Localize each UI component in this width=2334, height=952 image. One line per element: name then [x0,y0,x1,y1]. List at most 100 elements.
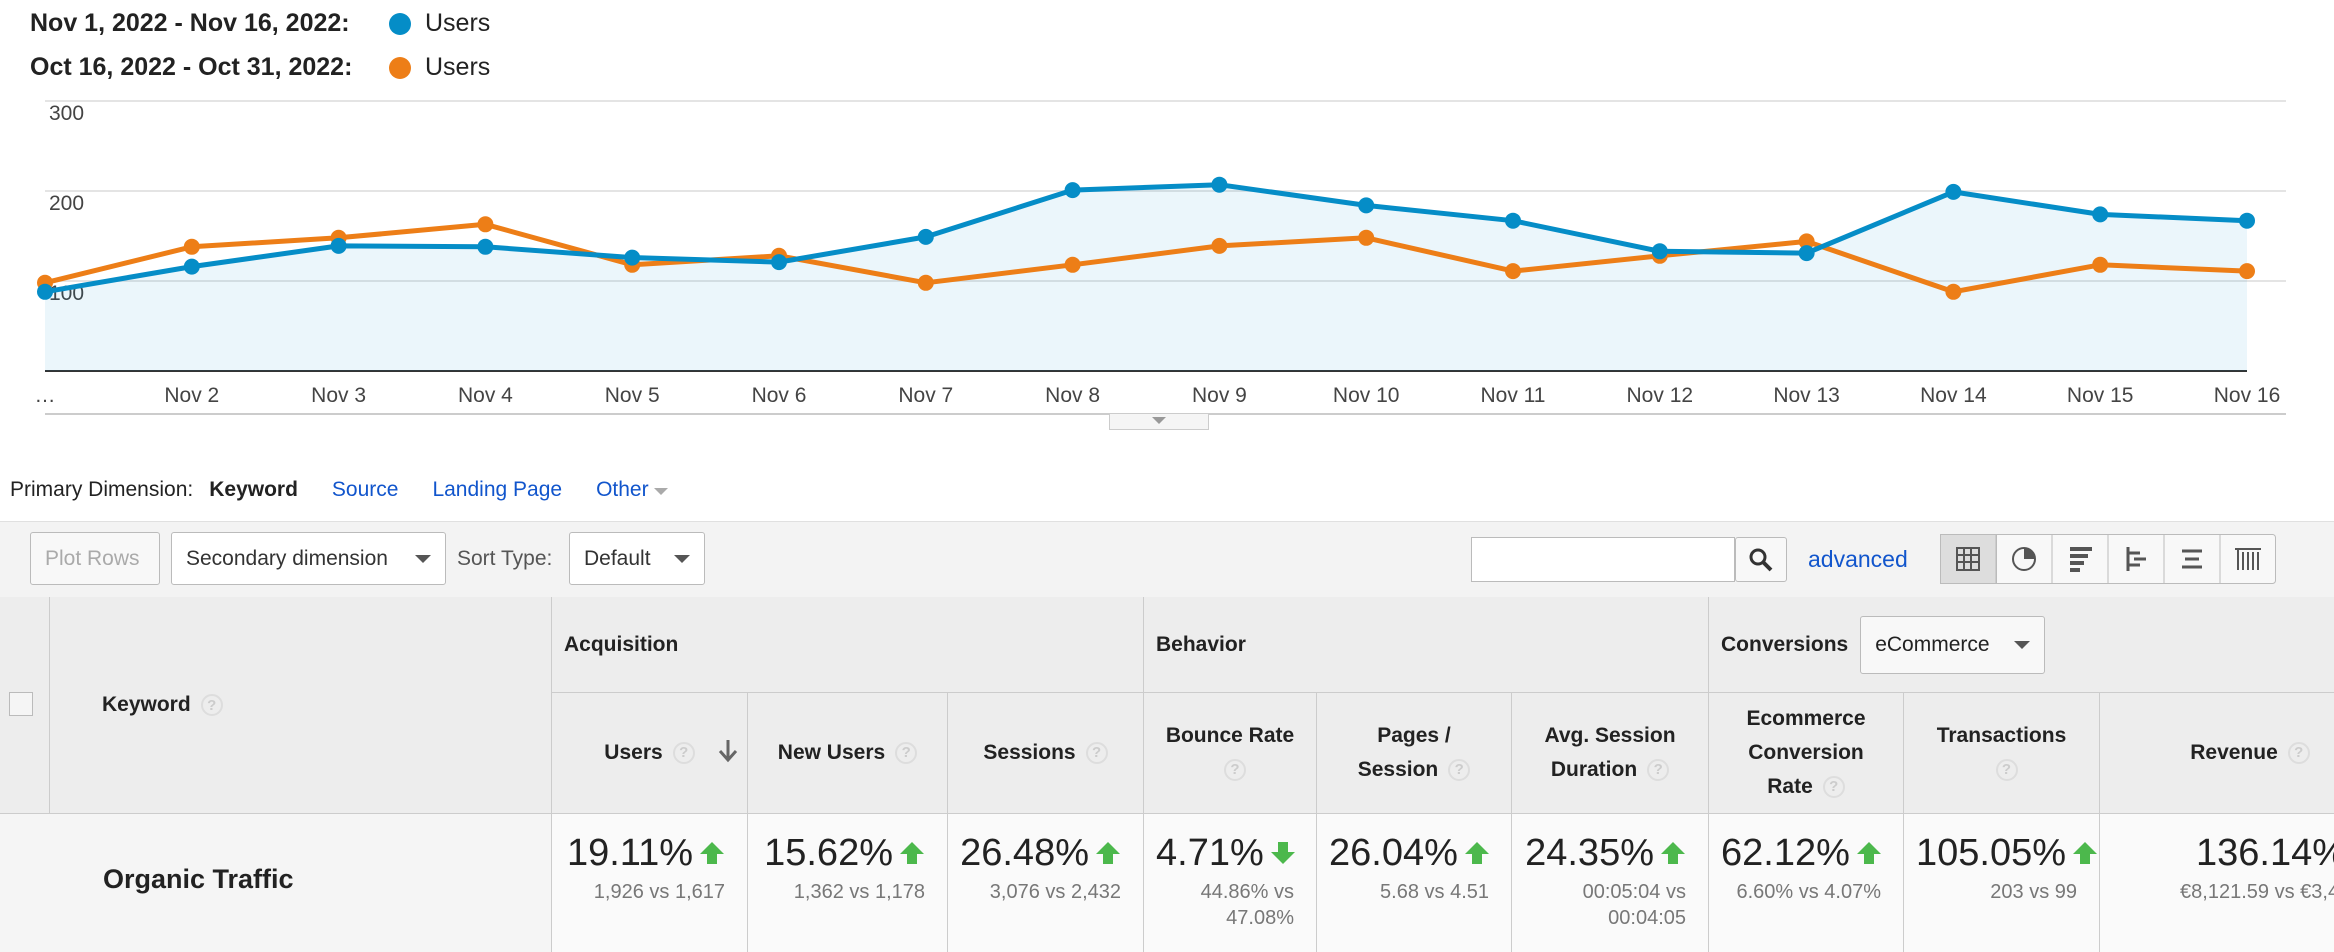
column-header-text: New Users [777,741,886,764]
column-header[interactable]: Bounce Rate? [1143,693,1316,814]
column-header-text: Ecommerce Conversion Rate [1746,707,1866,798]
keyword-header-text: Keyword [102,693,191,716]
data-cell: 15.62% 1,362 vs 1,178 [747,814,947,952]
x-tick-label: Nov 11 [1481,384,1546,407]
group-header: Acquisition [551,597,1143,693]
x-tick-label: Nov 6 [752,384,807,407]
detail-text: 44.86% vs 47.08% [1200,881,1294,929]
dimension-link[interactable]: Landing Page [432,478,563,501]
legend-dot [389,57,411,79]
dimension-active[interactable]: Keyword [209,478,298,501]
toggle-icon [1152,417,1166,424]
x-tick-label: Nov 16 [2214,384,2281,407]
change-text: 105.05% [1916,832,2067,874]
x-tick-label: Nov 7 [898,384,953,407]
toolbar: Plot Rows Secondary dimension Sort Type:… [0,521,2334,598]
group-header-text: Conversions [1721,632,1849,656]
point [2092,256,2109,273]
trend-arrow [900,842,924,864]
search-input[interactable] [1471,537,1735,582]
column-header-text: Pages / Session [1357,724,1451,781]
sort-select[interactable]: Default [569,532,705,585]
dimension-label: Primary Dimension: [10,478,194,501]
x-tick-label: Nov 15 [2067,384,2134,407]
sort-arrow [718,740,738,763]
column-header-inner: Revenue? [2190,736,2310,770]
trend-arrow [1661,842,1685,864]
point [1505,212,1521,229]
point [330,237,347,254]
dimension-link[interactable]: Other [596,478,669,502]
point [1798,233,1815,250]
data-cell: 26.48% 3,076 vs 2,432 [947,814,1143,952]
help-icon[interactable]: ? [1224,759,1246,782]
change-text: 15.62% [764,832,893,874]
trend-arrow-shape [1096,842,1120,864]
point [1064,182,1081,199]
help-icon[interactable]: ? [2287,742,2310,765]
dimension-link[interactable]: Source [331,478,399,501]
point [771,254,787,271]
help-icon[interactable]: ? [672,742,695,765]
help-icon[interactable]: ? [1085,742,1108,765]
point [1358,229,1375,246]
change-text: 62.12% [1721,832,1850,874]
row-label[interactable]: Organic Traffic [103,864,294,894]
column-header[interactable]: Users? [551,693,747,814]
data-cell: 105.05% 203 vs 99 [1903,814,2099,952]
secondary-text: Secondary dimension [186,546,388,570]
column-header[interactable]: Pages / Session? [1316,693,1511,814]
data-cell: 136.14% €8,121.59 vs €3,439.3 [2099,814,2334,952]
caret [2014,640,2031,649]
help-icon[interactable]: ? [1647,759,1670,782]
help-icon[interactable]: ? [200,694,223,716]
plot-rows-button[interactable]: Plot Rows [30,532,160,585]
help-icon[interactable]: ? [1448,759,1471,782]
data-cell: 62.12% 6.60% vs 4.07% [1708,814,1903,952]
line [44,182,2248,295]
detail-text: 5.68 vs 4.51 [1380,881,1489,903]
advanced-link[interactable]: advanced [1808,546,1908,572]
column-header-inner: Sessions? [983,736,1108,770]
point [183,258,200,275]
point [1651,243,1668,260]
column-header-text: Transactions [1936,724,2067,747]
trend-arrow-shape [1270,842,1295,864]
group-select[interactable]: eCommerce [1860,615,2046,674]
checkbox-cell [0,597,49,814]
column-header[interactable]: Ecommerce Conversion Rate? [1708,693,1903,814]
column-header-inner: New Users? [777,736,918,770]
trend-arrow-shape [1661,842,1685,864]
column-header[interactable]: Transactions? [1903,693,2099,814]
change-value: 26.48% [960,832,1121,875]
x-tick-label: Nov 14 [1920,384,1987,407]
secondary-dimension[interactable]: Secondary dimension [171,532,446,585]
x-tick-label: … [35,384,56,407]
group-header-text: Acquisition [564,632,679,656]
column-header[interactable]: Revenue? [2099,693,2334,814]
point [1211,176,1228,193]
detail-text: €8,121.59 vs €3,439.3 [2180,881,2334,903]
detail-text: 1,926 vs 1,617 [593,881,725,903]
checkbox[interactable] [9,692,33,716]
point [917,274,934,291]
help-icon[interactable]: ? [895,742,918,765]
point [2239,263,2255,280]
point [477,216,494,233]
chart-toggle[interactable] [1109,414,1209,430]
row-label-cell: Organic Traffic [0,814,551,952]
search-button[interactable] [1735,537,1787,582]
change-text: 26.48% [960,832,1089,874]
change-text: 19.11% [566,832,693,874]
trend-arrow [1856,842,1881,864]
column-header[interactable]: Sessions? [947,693,1143,814]
help-icon[interactable]: ? [1822,776,1845,799]
column-header[interactable]: New Users? [747,693,947,814]
help-icon[interactable]: ? [1995,759,2018,782]
column-header[interactable]: Avg. Session Duration? [1511,693,1708,814]
column-header-text: Bounce Rate [1165,724,1295,747]
trend-arrow [2073,842,2098,864]
point [1505,263,1521,280]
change-value: 4.71% [1156,832,1295,875]
